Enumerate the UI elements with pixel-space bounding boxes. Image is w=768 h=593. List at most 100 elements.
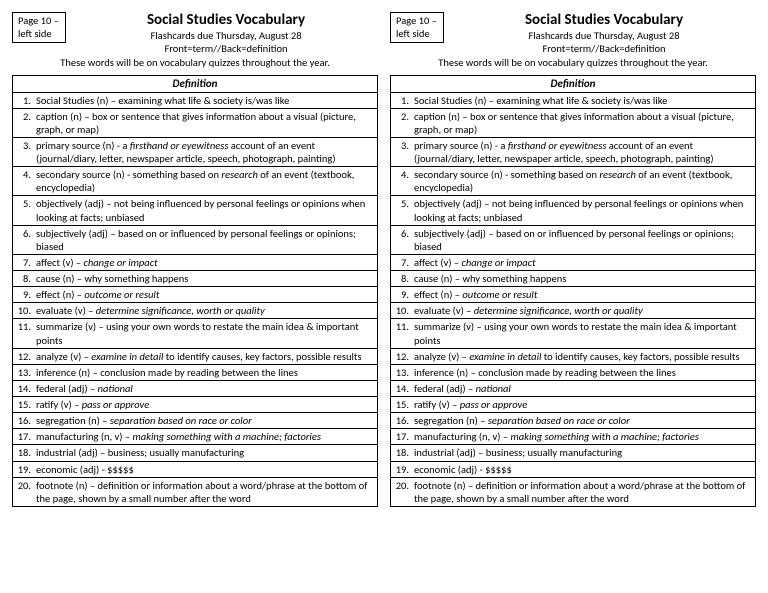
row-number: 5. — [395, 197, 411, 223]
table-row: 5.objectively (adj) – not being influenc… — [13, 196, 378, 225]
page-box: Page 10 – left side — [12, 12, 66, 43]
table-cell: 6.subjectively (adj) – based on or influ… — [391, 225, 756, 254]
table-row: 5.objectively (adj) – not being influenc… — [391, 196, 756, 225]
table-cell: 18.industrial (adj) – business; usually … — [13, 445, 378, 461]
row-definition: affect (v) – change or impact — [33, 256, 373, 269]
row-number: 1. — [17, 94, 33, 107]
table-cell: 20.footnote (n) – definition or informat… — [391, 477, 756, 506]
table-row: 4.secondary source (n) - something based… — [391, 167, 756, 196]
row-number: 9. — [395, 288, 411, 301]
table-cell: 13.inference (n) – conclusion made by re… — [391, 364, 756, 380]
table-cell: 6.subjectively (adj) – based on or influ… — [13, 225, 378, 254]
table-row: 19.economic (adj) - $$$$$ — [13, 461, 378, 477]
table-row: 18.industrial (adj) – business; usually … — [391, 445, 756, 461]
table-cell: 14.federal (adj) – national — [391, 380, 756, 396]
table-row: 14.federal (adj) – national — [13, 380, 378, 396]
row-number: 11. — [17, 320, 33, 346]
table-cell: 7.affect (v) – change or impact — [13, 254, 378, 270]
page-line1: Page 10 – — [396, 14, 437, 27]
table-cell: 5.objectively (adj) – not being influenc… — [13, 196, 378, 225]
table-row: 8.cause (n) – why something happens — [13, 271, 378, 287]
row-number: 18. — [395, 446, 411, 459]
table-row: 7.affect (v) – change or impact — [391, 254, 756, 270]
row-definition: secondary source (n) - something based o… — [411, 168, 751, 194]
row-definition: federal (adj) – national — [33, 382, 373, 395]
row-number: 16. — [17, 414, 33, 427]
row-definition: industrial (adj) – business; usually man… — [33, 446, 373, 459]
row-number: 6. — [395, 227, 411, 253]
table-cell: 19.economic (adj) - $$$$$ — [391, 461, 756, 477]
row-definition: Social Studies (n) – examining what life… — [411, 94, 751, 107]
row-definition: footnote (n) – definition or information… — [411, 479, 751, 505]
table-row: 12.analyze (v) – examine in detail to id… — [391, 348, 756, 364]
table-cell: 14.federal (adj) – national — [13, 380, 378, 396]
table-cell: 12.analyze (v) – examine in detail to id… — [13, 348, 378, 364]
row-definition: inference (n) – conclusion made by readi… — [411, 366, 751, 379]
table-cell: 11.summarize (v) – using your own words … — [13, 319, 378, 348]
row-definition: effect (n) – outcome or result — [33, 288, 373, 301]
row-number: 12. — [395, 350, 411, 363]
title: Social Studies Vocabulary — [452, 12, 756, 29]
row-definition: manufacturing (n, v) – making something … — [33, 430, 373, 443]
row-number: 8. — [395, 272, 411, 285]
row-number: 4. — [17, 168, 33, 194]
page-line2: left side — [396, 27, 430, 40]
header-row: Page 10 – left side Social Studies Vocab… — [12, 12, 378, 55]
table-cell: 15.ratify (v) – pass or approve — [391, 397, 756, 413]
row-definition: segregation (n) – separation based on ra… — [33, 414, 373, 427]
table-cell: 9.effect (n) – outcome or result — [391, 287, 756, 303]
row-definition: analyze (v) – examine in detail to ident… — [33, 350, 373, 363]
row-number: 2. — [17, 110, 33, 136]
header-note: These words will be on vocabulary quizze… — [390, 56, 756, 69]
row-definition: caption (n) – box or sentence that gives… — [411, 110, 751, 136]
table-cell: 13.inference (n) – conclusion made by re… — [13, 364, 378, 380]
table-row: 16.segregation (n) – separation based on… — [13, 413, 378, 429]
vocab-table: Definition 1.Social Studies (n) – examin… — [390, 75, 756, 507]
table-row: 12.analyze (v) – examine in detail to id… — [13, 348, 378, 364]
page-line2: left side — [18, 27, 52, 40]
table-cell: 18.industrial (adj) – business; usually … — [391, 445, 756, 461]
row-number: 7. — [395, 256, 411, 269]
table-row: 13.inference (n) – conclusion made by re… — [13, 364, 378, 380]
row-number: 1. — [395, 94, 411, 107]
table-row: 4.secondary source (n) - something based… — [13, 167, 378, 196]
table-cell: 10.evaluate (v) – determine significance… — [13, 303, 378, 319]
row-definition: cause (n) – why something happens — [33, 272, 373, 285]
table-row: 2.caption (n) – box or sentence that giv… — [391, 108, 756, 137]
table-cell: 16.segregation (n) – separation based on… — [13, 413, 378, 429]
table-row: 7.affect (v) – change or impact — [13, 254, 378, 270]
table-cell: 1.Social Studies (n) – examining what li… — [391, 92, 756, 108]
table-header: Definition — [391, 75, 756, 92]
table-row: 9.effect (n) – outcome or result — [391, 287, 756, 303]
subtitle2: Front=term//Back=definition — [452, 42, 756, 55]
table-cell: 8.cause (n) – why something happens — [391, 271, 756, 287]
table-row: 17.manufacturing (n, v) – making somethi… — [391, 429, 756, 445]
table-row: 13.inference (n) – conclusion made by re… — [391, 364, 756, 380]
table-row: 6.subjectively (adj) – based on or influ… — [13, 225, 378, 254]
row-definition: affect (v) – change or impact — [411, 256, 751, 269]
table-row: 3.primary source (n) - a firsthand or ey… — [13, 137, 378, 166]
vocab-sheet-right: Page 10 – left side Social Studies Vocab… — [390, 12, 756, 507]
subtitle1: Flashcards due Thursday, August 28 — [452, 29, 756, 42]
vocab-sheet-left: Page 10 – left side Social Studies Vocab… — [12, 12, 378, 507]
row-number: 10. — [395, 304, 411, 317]
page-box: Page 10 – left side — [390, 12, 444, 43]
table-cell: 5.objectively (adj) – not being influenc… — [391, 196, 756, 225]
row-number: 3. — [17, 139, 33, 165]
table-row: 20.footnote (n) – definition or informat… — [13, 477, 378, 506]
vocab-tbody: 1.Social Studies (n) – examining what li… — [13, 92, 378, 506]
table-cell: 12.analyze (v) – examine in detail to id… — [391, 348, 756, 364]
table-cell: 7.affect (v) – change or impact — [391, 254, 756, 270]
row-definition: primary source (n) - a firsthand or eyew… — [33, 139, 373, 165]
row-definition: cause (n) – why something happens — [411, 272, 751, 285]
row-definition: evaluate (v) – determine significance, w… — [411, 304, 751, 317]
row-number: 20. — [17, 479, 33, 505]
table-cell: 3.primary source (n) - a firsthand or ey… — [13, 137, 378, 166]
row-number: 18. — [17, 446, 33, 459]
row-definition: ratify (v) – pass or approve — [33, 398, 373, 411]
table-row: 6.subjectively (adj) – based on or influ… — [391, 225, 756, 254]
title: Social Studies Vocabulary — [74, 12, 378, 29]
subtitle2: Front=term//Back=definition — [74, 42, 378, 55]
row-definition: manufacturing (n, v) – making something … — [411, 430, 751, 443]
table-row: 2.caption (n) – box or sentence that giv… — [13, 108, 378, 137]
